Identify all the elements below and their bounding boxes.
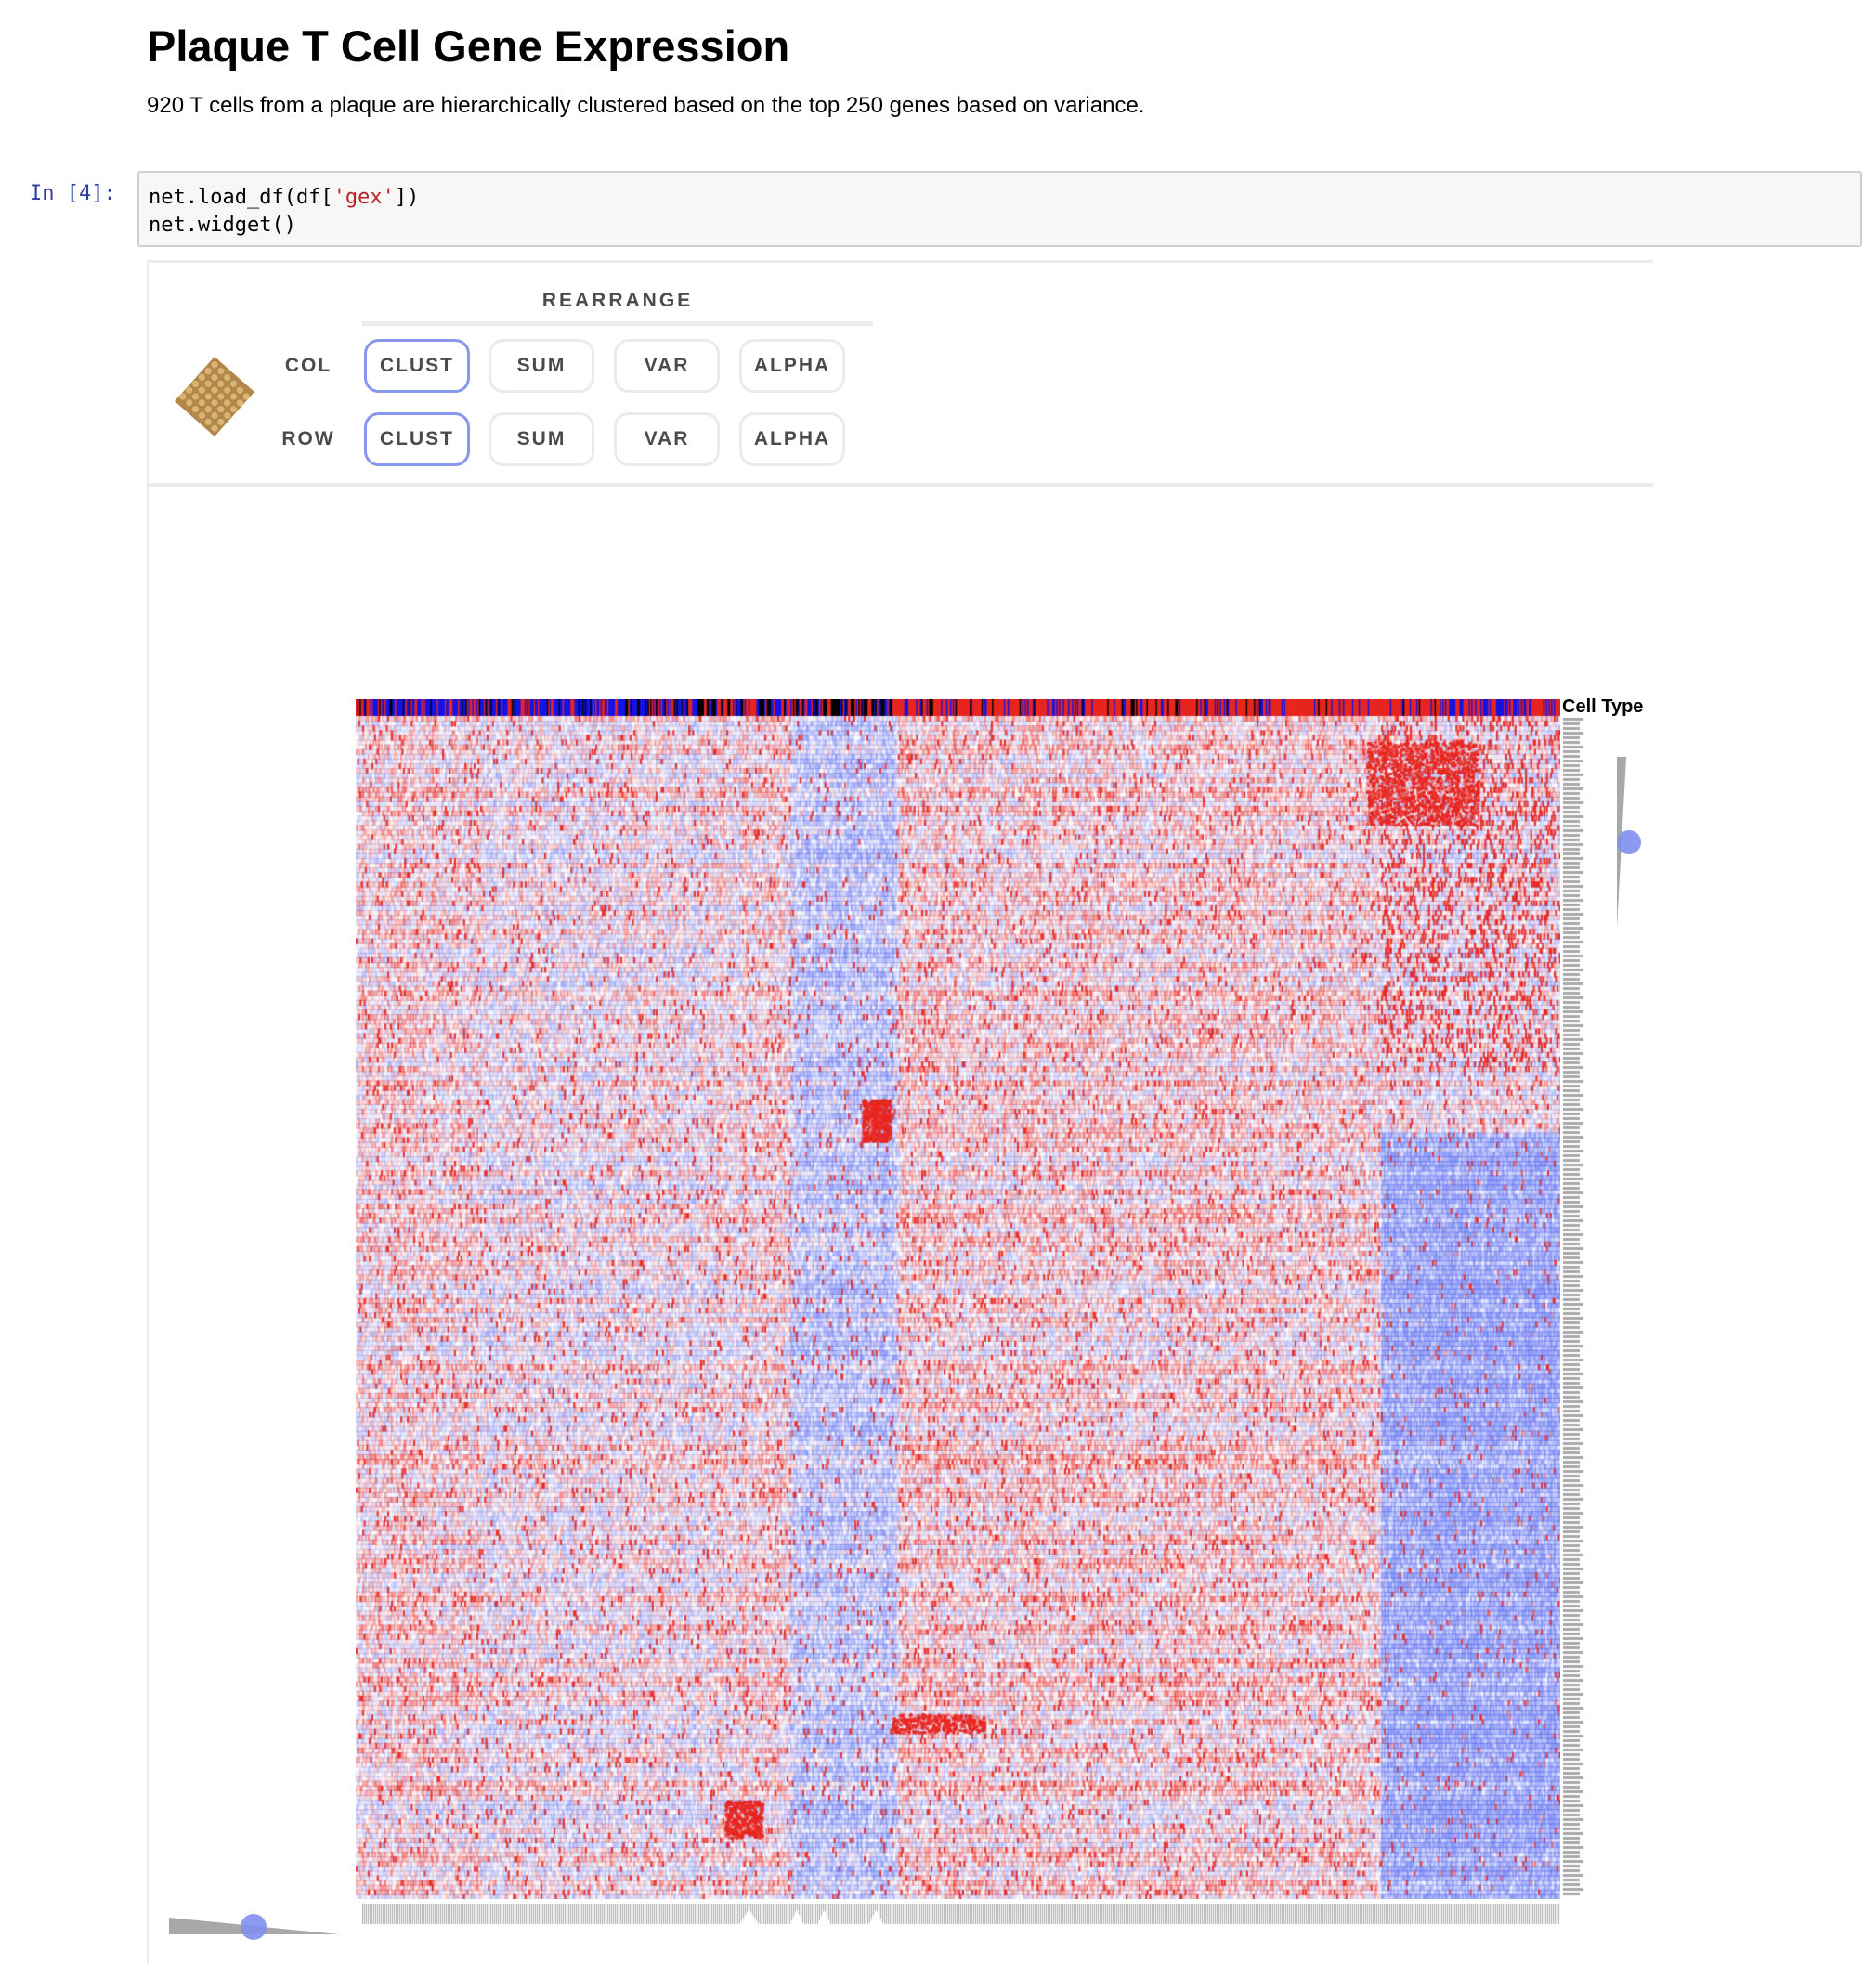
col-label: COL bbox=[284, 355, 332, 376]
cell-prompt: In [4]: bbox=[30, 182, 116, 205]
col-sum-button[interactable]: SUM bbox=[489, 339, 594, 393]
column-slider-handle[interactable] bbox=[241, 1914, 267, 1940]
row-clust-button[interactable]: CLUST bbox=[364, 412, 470, 466]
widget-divider bbox=[149, 483, 1653, 487]
row-label-bars[interactable] bbox=[1563, 718, 1585, 1897]
col-var-button[interactable]: VAR bbox=[614, 339, 720, 393]
rearrange-underline bbox=[362, 321, 873, 326]
row-zoom-slider[interactable] bbox=[1605, 757, 1646, 933]
rearrange-title: REARRANGE bbox=[541, 290, 694, 311]
row-sum-button[interactable]: SUM bbox=[489, 412, 594, 466]
page-title: Plaque T Cell Gene Expression bbox=[147, 21, 790, 71]
row-alpha-button[interactable]: ALPHA bbox=[739, 412, 845, 466]
row-label: ROW bbox=[281, 428, 335, 449]
cell-type-category-label: Cell Type bbox=[1562, 696, 1644, 717]
code-cell[interactable]: net.load_df(df['gex']) net.widget() bbox=[137, 171, 1862, 247]
heatmap-matrix[interactable] bbox=[356, 699, 1560, 1899]
page-description: 920 T cells from a plaque are hierarchic… bbox=[147, 93, 1145, 118]
clustergrammer-widget bbox=[147, 260, 1653, 1965]
column-label-bars[interactable] bbox=[362, 1904, 1560, 1926]
col-clust-button[interactable]: CLUST bbox=[364, 339, 470, 393]
clustergrammer-logo-icon bbox=[175, 357, 254, 436]
row-slider-handle[interactable] bbox=[1617, 830, 1641, 854]
column-zoom-slider[interactable] bbox=[167, 1908, 344, 1949]
code-line-1: net.load_df(df['gex']) bbox=[149, 186, 420, 209]
row-var-button[interactable]: VAR bbox=[614, 412, 720, 466]
code-line-2: net.widget() bbox=[149, 214, 296, 237]
col-alpha-button[interactable]: ALPHA bbox=[739, 339, 845, 393]
